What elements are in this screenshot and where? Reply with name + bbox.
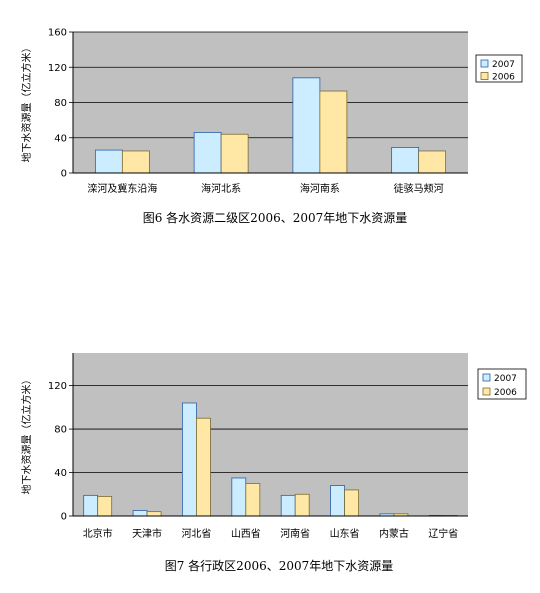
x-tick-label: 河南省 xyxy=(280,527,310,540)
bars xyxy=(94,77,447,174)
x-tick-label: 辽宁省 xyxy=(428,527,458,540)
bar-2006 xyxy=(344,489,359,517)
x-tick-label: 山东省 xyxy=(330,527,360,540)
bar-2006 xyxy=(319,90,348,174)
bar-2006 xyxy=(146,511,162,517)
legend-swatch-2007 xyxy=(480,59,489,68)
x-tick-label: 北京市 xyxy=(83,527,113,540)
bar-2007 xyxy=(182,402,197,517)
y-tick-label: 120 xyxy=(48,63,67,74)
bar-2007 xyxy=(94,149,123,174)
legend-label-2007: 2007 xyxy=(492,60,515,70)
bar-2007 xyxy=(330,485,345,517)
y-tick-labels: 0 40 80 120 160 xyxy=(48,28,73,180)
y-tick-label: 40 xyxy=(54,133,67,144)
chart-administrative-regions: 0 40 80 120 北京市 天津市 河北省 山西省 河南省 山东省 内蒙古 辽宁省 地下水资源量… xyxy=(20,353,527,573)
y-tick-label: 120 xyxy=(48,381,67,392)
legend-label-2007: 2007 xyxy=(494,374,517,384)
y-tick-label: 160 xyxy=(48,28,67,39)
bar-2007 xyxy=(292,77,321,174)
bar-2007 xyxy=(231,477,247,517)
y-axis-label: 地下水资源量（亿立方米） xyxy=(20,375,33,495)
gridlines xyxy=(73,31,468,139)
gridlines xyxy=(73,385,468,473)
bar-2007 xyxy=(391,147,420,174)
legend-swatch-2006 xyxy=(480,72,489,80)
axes xyxy=(72,353,468,517)
x-tick-label: 内蒙古 xyxy=(379,527,409,540)
legend-label-2006: 2006 xyxy=(492,73,515,83)
bar-2006 xyxy=(294,493,310,517)
x-tick-label: 海河北系 xyxy=(201,182,241,195)
x-tick-label: 天津市 xyxy=(132,527,162,540)
chart-caption: 图6 各水资源二级区2006、2007年地下水资源量 xyxy=(143,210,408,225)
y-tick-labels: 0 40 80 120 xyxy=(48,381,73,523)
bars xyxy=(83,402,458,517)
bar-2006 xyxy=(196,417,211,517)
bar-2007 xyxy=(193,132,222,174)
x-tick-label: 滦河及冀东沿海 xyxy=(87,182,157,195)
x-tick-labels: 滦河及冀东沿海 海河北系 海河南系 徒骇马颊河 xyxy=(87,182,443,195)
x-tick-label: 徒骇马颊河 xyxy=(394,182,444,195)
x-tick-label: 河北省 xyxy=(181,527,211,540)
legend-swatch-2006 xyxy=(482,387,491,396)
bar-2007 xyxy=(280,494,296,517)
legend: 2007 2006 xyxy=(477,368,527,400)
chart-water-resource-regions: 0 40 80 120 160 滦河及冀东沿海 海河北系 海河南系 徒骇马颊河 地下水资源量（… xyxy=(20,28,523,225)
x-tick-label: 山西省 xyxy=(231,527,261,540)
x-tick-labels: 北京市 天津市 河北省 山西省 河南省 山东省 内蒙古 辽宁省 xyxy=(83,527,459,540)
y-tick-label: 80 xyxy=(54,98,67,109)
y-tick-label: 80 xyxy=(54,425,67,436)
bar-2007 xyxy=(83,494,99,517)
legend-swatch-2007 xyxy=(482,373,491,382)
chart-caption: 图7 各行政区2006、2007年地下水资源量 xyxy=(165,558,394,573)
bar-2006 xyxy=(418,150,447,174)
y-tick-label: 0 xyxy=(61,169,67,180)
bar-2006 xyxy=(97,496,113,517)
bar-2006 xyxy=(245,482,261,517)
plot-area xyxy=(73,353,468,516)
bar-2006 xyxy=(121,150,150,174)
legend: 2007 2006 xyxy=(475,54,523,83)
legend-label-2006: 2006 xyxy=(494,388,517,398)
y-tick-label: 0 xyxy=(61,512,67,523)
bar-2007 xyxy=(132,510,148,517)
bar-2006 xyxy=(220,133,249,174)
y-tick-label: 40 xyxy=(54,468,67,479)
x-tick-label: 海河南系 xyxy=(300,182,340,195)
y-axis-label: 地下水资源量（亿立方米） xyxy=(20,43,33,163)
